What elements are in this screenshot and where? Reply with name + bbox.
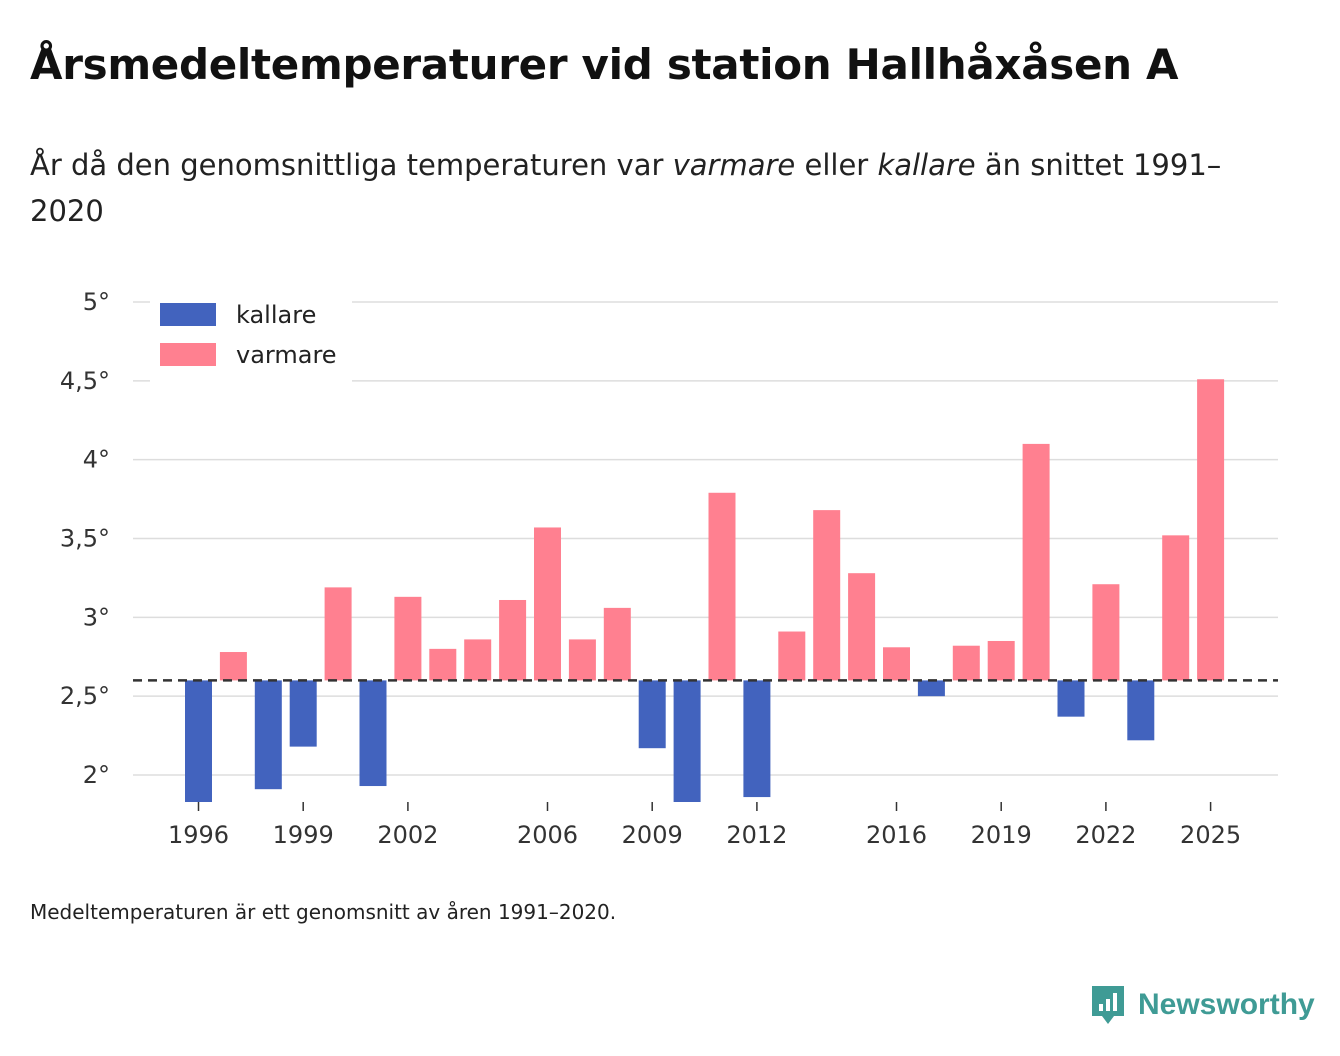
- y-tick-label: 4,5°: [60, 367, 110, 395]
- bar-2011: [708, 492, 736, 681]
- bar-2006: [534, 527, 561, 681]
- x-tick-label: 2006: [517, 821, 578, 849]
- x-tick-label: 2016: [866, 821, 927, 849]
- x-tick-label: 1999: [273, 821, 334, 849]
- bar-2010: [673, 680, 701, 802]
- bar-2016: [883, 647, 910, 681]
- bar-2025: [1197, 379, 1225, 681]
- bar-2008: [603, 607, 631, 681]
- legend-swatch-kallare: [160, 303, 216, 326]
- bar-2007: [568, 639, 596, 681]
- newsworthy-logo-icon: [1092, 986, 1124, 1024]
- bar-1996: [185, 680, 212, 802]
- y-axis: 2° 2,5° 3° 3,5° 4° 4,5° 5°: [60, 288, 110, 789]
- bar-2018: [952, 645, 980, 681]
- bar-2020: [1022, 443, 1050, 681]
- y-tick-label: 2,5°: [60, 682, 110, 710]
- subtitle-text-3: än snittet 1991–2020: [30, 148, 1222, 228]
- legend-swatch-varmare: [160, 343, 216, 366]
- bar-2021: [1057, 680, 1085, 717]
- y-tick-label: 3,5°: [60, 525, 110, 553]
- bar-2005: [499, 599, 527, 681]
- brand-name: Newsworthy: [1138, 988, 1315, 1021]
- bar-2023: [1127, 680, 1155, 741]
- x-tick-label: 1996: [168, 821, 229, 849]
- bar-2013: [778, 631, 806, 681]
- brand-logo[interactable]: Newsworthy: [1090, 984, 1315, 1026]
- bar-2019: [987, 640, 1015, 681]
- x-tick-label: 2012: [726, 821, 787, 849]
- bars: [133, 379, 1278, 802]
- x-tick-label: 2002: [377, 821, 438, 849]
- x-tick-label: 2019: [971, 821, 1032, 849]
- footnote: Medeltemperaturen är ett genomsnitt av å…: [30, 900, 617, 924]
- bar-1997: [219, 652, 247, 681]
- y-tick-label: 2°: [83, 761, 110, 789]
- bar-2002: [394, 596, 422, 681]
- chart-subtitle: År då den genomsnittliga temperaturen va…: [30, 142, 1270, 234]
- bar-2000: [324, 587, 352, 681]
- bar-2015: [848, 573, 876, 681]
- chart-title: Årsmedeltemperaturer vid station Hallhåx…: [30, 40, 1179, 89]
- chart-legend: kallare varmare: [150, 300, 352, 382]
- bar-2012: [743, 680, 771, 798]
- y-tick-label: 3°: [83, 603, 110, 631]
- bar-2004: [464, 639, 492, 681]
- bar-2022: [1092, 584, 1120, 681]
- bar-1999: [289, 680, 317, 747]
- bar-2009: [638, 680, 666, 749]
- x-tick-label: 2009: [622, 821, 683, 849]
- bar-2014: [813, 510, 841, 681]
- bar-2017: [917, 680, 945, 697]
- bar-2003: [429, 648, 457, 681]
- bar-1998: [254, 680, 282, 790]
- subtitle-text-1: År då den genomsnittliga temperaturen va…: [30, 148, 673, 182]
- subtitle-colder: kallare: [877, 148, 976, 182]
- subtitle-text-2: eller: [795, 148, 878, 182]
- y-tick-label: 5°: [83, 288, 110, 316]
- bar-2024: [1162, 535, 1190, 681]
- subtitle-warmer: varmare: [672, 148, 796, 182]
- x-axis: 1996 1999 2002 2006 2009 2012 2016 2019 2022 2025: [168, 802, 1241, 849]
- legend-label-varmare: varmare: [236, 341, 337, 369]
- x-tick-label: 2022: [1075, 821, 1136, 849]
- x-tick-label: 2025: [1180, 821, 1241, 849]
- bar-2001: [359, 680, 387, 787]
- legend-label-kallare: kallare: [236, 301, 316, 329]
- y-tick-label: 4°: [83, 446, 110, 474]
